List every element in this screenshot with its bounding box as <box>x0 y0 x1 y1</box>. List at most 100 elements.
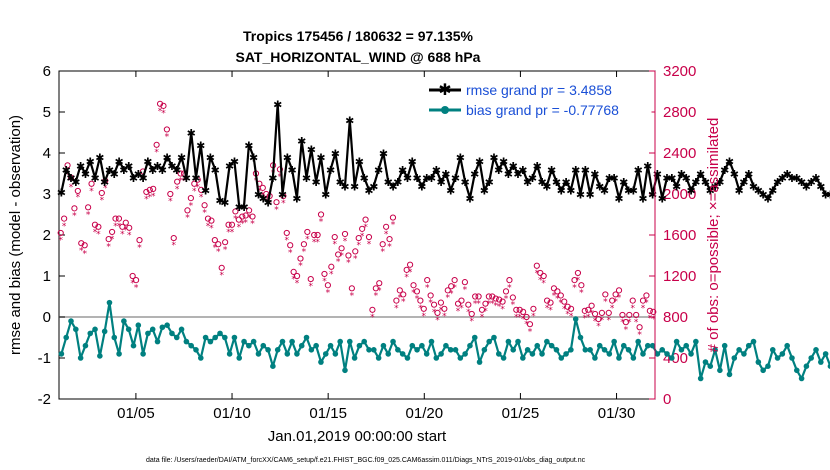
obs-possible-point <box>400 291 407 298</box>
bias-point <box>188 342 194 349</box>
rmse-point: ✱ <box>374 164 383 177</box>
bias-point <box>414 347 420 353</box>
rmse-point: ✱ <box>461 176 470 189</box>
obs-assimilated-point: * <box>514 313 519 323</box>
bias-point <box>423 351 430 357</box>
obs-assimilated-point: * <box>233 215 238 225</box>
y-left-axis-label: rmse and bias (model - observation) <box>7 115 24 355</box>
rmse-point: ✱ <box>71 176 80 189</box>
obs-possible-point <box>598 309 606 316</box>
rmse-point: ✱ <box>441 168 450 181</box>
obs-assimilated-point: * <box>593 317 598 327</box>
obs-possible-point <box>345 252 352 259</box>
bias-point <box>606 351 613 357</box>
bias-point <box>356 342 363 349</box>
bias-point <box>298 342 305 349</box>
rmse-point: ✱ <box>634 164 643 177</box>
obs-possible-point <box>485 293 492 300</box>
y-right-tick-label: 0 <box>663 391 671 408</box>
bias-point <box>121 318 127 324</box>
bias-point <box>755 359 762 365</box>
obs-possible-point <box>639 297 647 304</box>
rmse-point: ✱ <box>345 115 354 128</box>
obs-possible-point <box>571 277 578 284</box>
bias-point <box>553 347 560 353</box>
y-left-tick-label: 6 <box>43 63 51 80</box>
rmse-point: ✱ <box>95 152 104 165</box>
obs-possible-point <box>355 234 362 242</box>
rmse-point: ✱ <box>595 180 604 193</box>
rmse-point: ✱ <box>134 168 143 181</box>
obs-possible-point <box>136 237 143 244</box>
obs-possible-point <box>643 292 650 299</box>
bias-point <box>140 351 146 357</box>
rmse-point: ✱ <box>437 176 446 189</box>
rmse-point: ✱ <box>307 143 316 156</box>
bias-point <box>77 355 84 361</box>
obs-possible-point <box>153 141 160 148</box>
obs-possible-point <box>191 180 198 187</box>
rmse-point: ✱ <box>494 164 503 177</box>
obs-possible-point <box>201 202 208 209</box>
obs-possible-point <box>119 223 126 230</box>
bias-point <box>313 342 319 349</box>
obs-assimilated-point: * <box>247 214 252 224</box>
bias-point <box>620 342 627 349</box>
obs-assimilated-point: * <box>524 320 529 330</box>
obs-assimilated-point: * <box>326 288 331 298</box>
x-tick-label: 01/25 <box>502 405 540 422</box>
obs-possible-point <box>81 242 88 249</box>
rmse-point: ✱ <box>735 184 744 197</box>
obs-assimilated-point: * <box>428 299 433 309</box>
x-tick-label: 01/20 <box>406 405 444 422</box>
obs-assimilated-point: * <box>93 228 98 238</box>
obs-possible-point <box>290 268 297 275</box>
obs-possible-point <box>389 214 397 221</box>
bias-point <box>760 367 766 374</box>
rmse-point: ✱ <box>783 168 792 181</box>
bias-point <box>419 342 425 349</box>
obs-assimilated-point: * <box>302 247 307 257</box>
rmse-point: ✱ <box>499 156 508 169</box>
obs-assimilated-point: * <box>322 277 327 287</box>
x-tick-label: 01/05 <box>117 405 155 422</box>
obs-assimilated-point: * <box>394 304 399 314</box>
rmse-point: ✱ <box>725 156 734 169</box>
obs-assimilated-point: * <box>168 197 173 207</box>
obs-possible-point <box>578 282 585 289</box>
bias-point <box>678 347 685 353</box>
rmse-point: ✱ <box>470 168 479 181</box>
bias-point <box>135 322 142 329</box>
bias-point <box>769 347 776 353</box>
rmse-point: ✱ <box>244 139 253 152</box>
rmse-point: ✱ <box>576 189 585 202</box>
bias-point <box>793 367 800 374</box>
obs-assimilated-point: * <box>243 219 248 229</box>
obs-possible-point <box>619 311 626 319</box>
bias-point <box>644 342 651 349</box>
rmse-point: ✱ <box>701 176 710 189</box>
bias-point <box>659 347 666 353</box>
bias-point <box>371 347 377 353</box>
bias-point <box>270 363 276 370</box>
bias-point <box>726 371 733 378</box>
bias-point <box>250 338 257 345</box>
rmse-point: ✱ <box>533 160 542 173</box>
bias-point <box>183 338 190 345</box>
obs-assimilated-point: * <box>329 270 334 280</box>
obs-possible-point <box>615 287 623 294</box>
obs-assimilated-point: * <box>391 221 396 231</box>
rmse-point: ✱ <box>129 172 138 185</box>
obs-possible-point <box>57 229 64 237</box>
bias-point <box>58 351 65 357</box>
obs-assimilated-point: * <box>425 283 430 293</box>
obs-assimilated-point: * <box>624 325 629 335</box>
rmse-point: ✱ <box>614 193 623 206</box>
bias-point <box>592 355 598 361</box>
rmse-point: ✱ <box>114 156 123 169</box>
obs-possible-point <box>379 241 386 248</box>
obs-assimilated-point: * <box>182 177 187 187</box>
rmse-point: ✱ <box>206 152 215 165</box>
bias-point <box>327 342 334 349</box>
obs-assimilated-point: * <box>178 177 183 187</box>
